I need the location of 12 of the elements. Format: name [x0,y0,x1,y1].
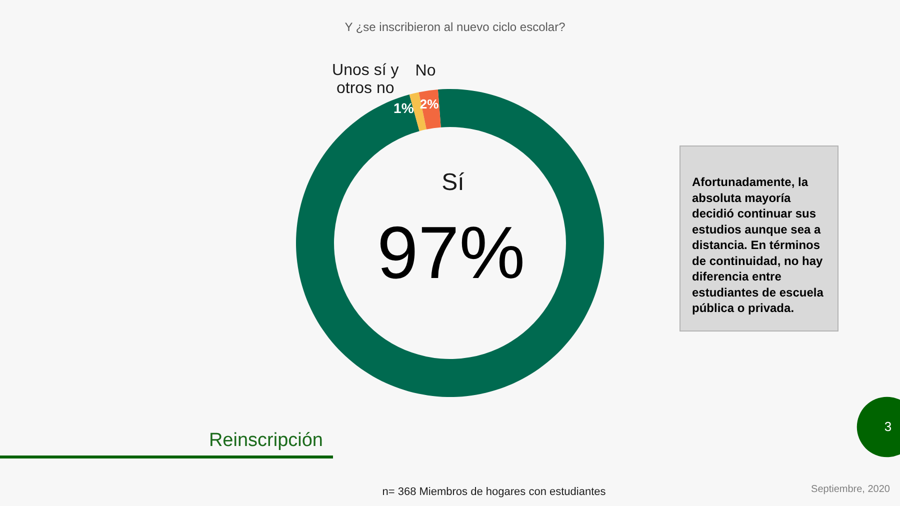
data-label: 97% [376,211,526,294]
data-label: 1% [394,100,414,116]
data-label: 2% [420,96,440,112]
slice-label: Sí [442,169,465,196]
slice-label: Unos sí y otros no [332,62,399,97]
text: n= 368 Miembros de hogares con estudiantes [382,486,606,498]
text: Afortunadamente, la absoluta mayoría decidió continuar sus estudios aunque sea a distancia. En términos de continuidad, no hay diferencia entre estudiantes de escuela pública o privada. [692,175,824,315]
text: 3 [884,419,892,434]
text: Reinscripción [208,430,323,451]
slice-label: No [415,62,436,80]
text: Septiembre, 2020 [811,484,890,495]
chart-title: Y ¿se inscribieron al nuevo ciclo escolar? [344,20,566,34]
